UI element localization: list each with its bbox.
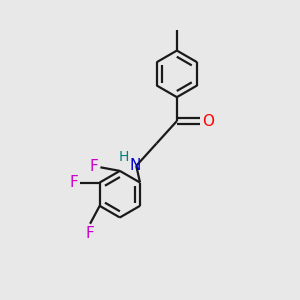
Text: H: H bbox=[118, 151, 129, 164]
Text: F: F bbox=[90, 159, 99, 174]
Text: F: F bbox=[85, 226, 94, 241]
Text: N: N bbox=[130, 158, 141, 173]
Text: F: F bbox=[70, 175, 79, 190]
Text: O: O bbox=[202, 113, 214, 128]
